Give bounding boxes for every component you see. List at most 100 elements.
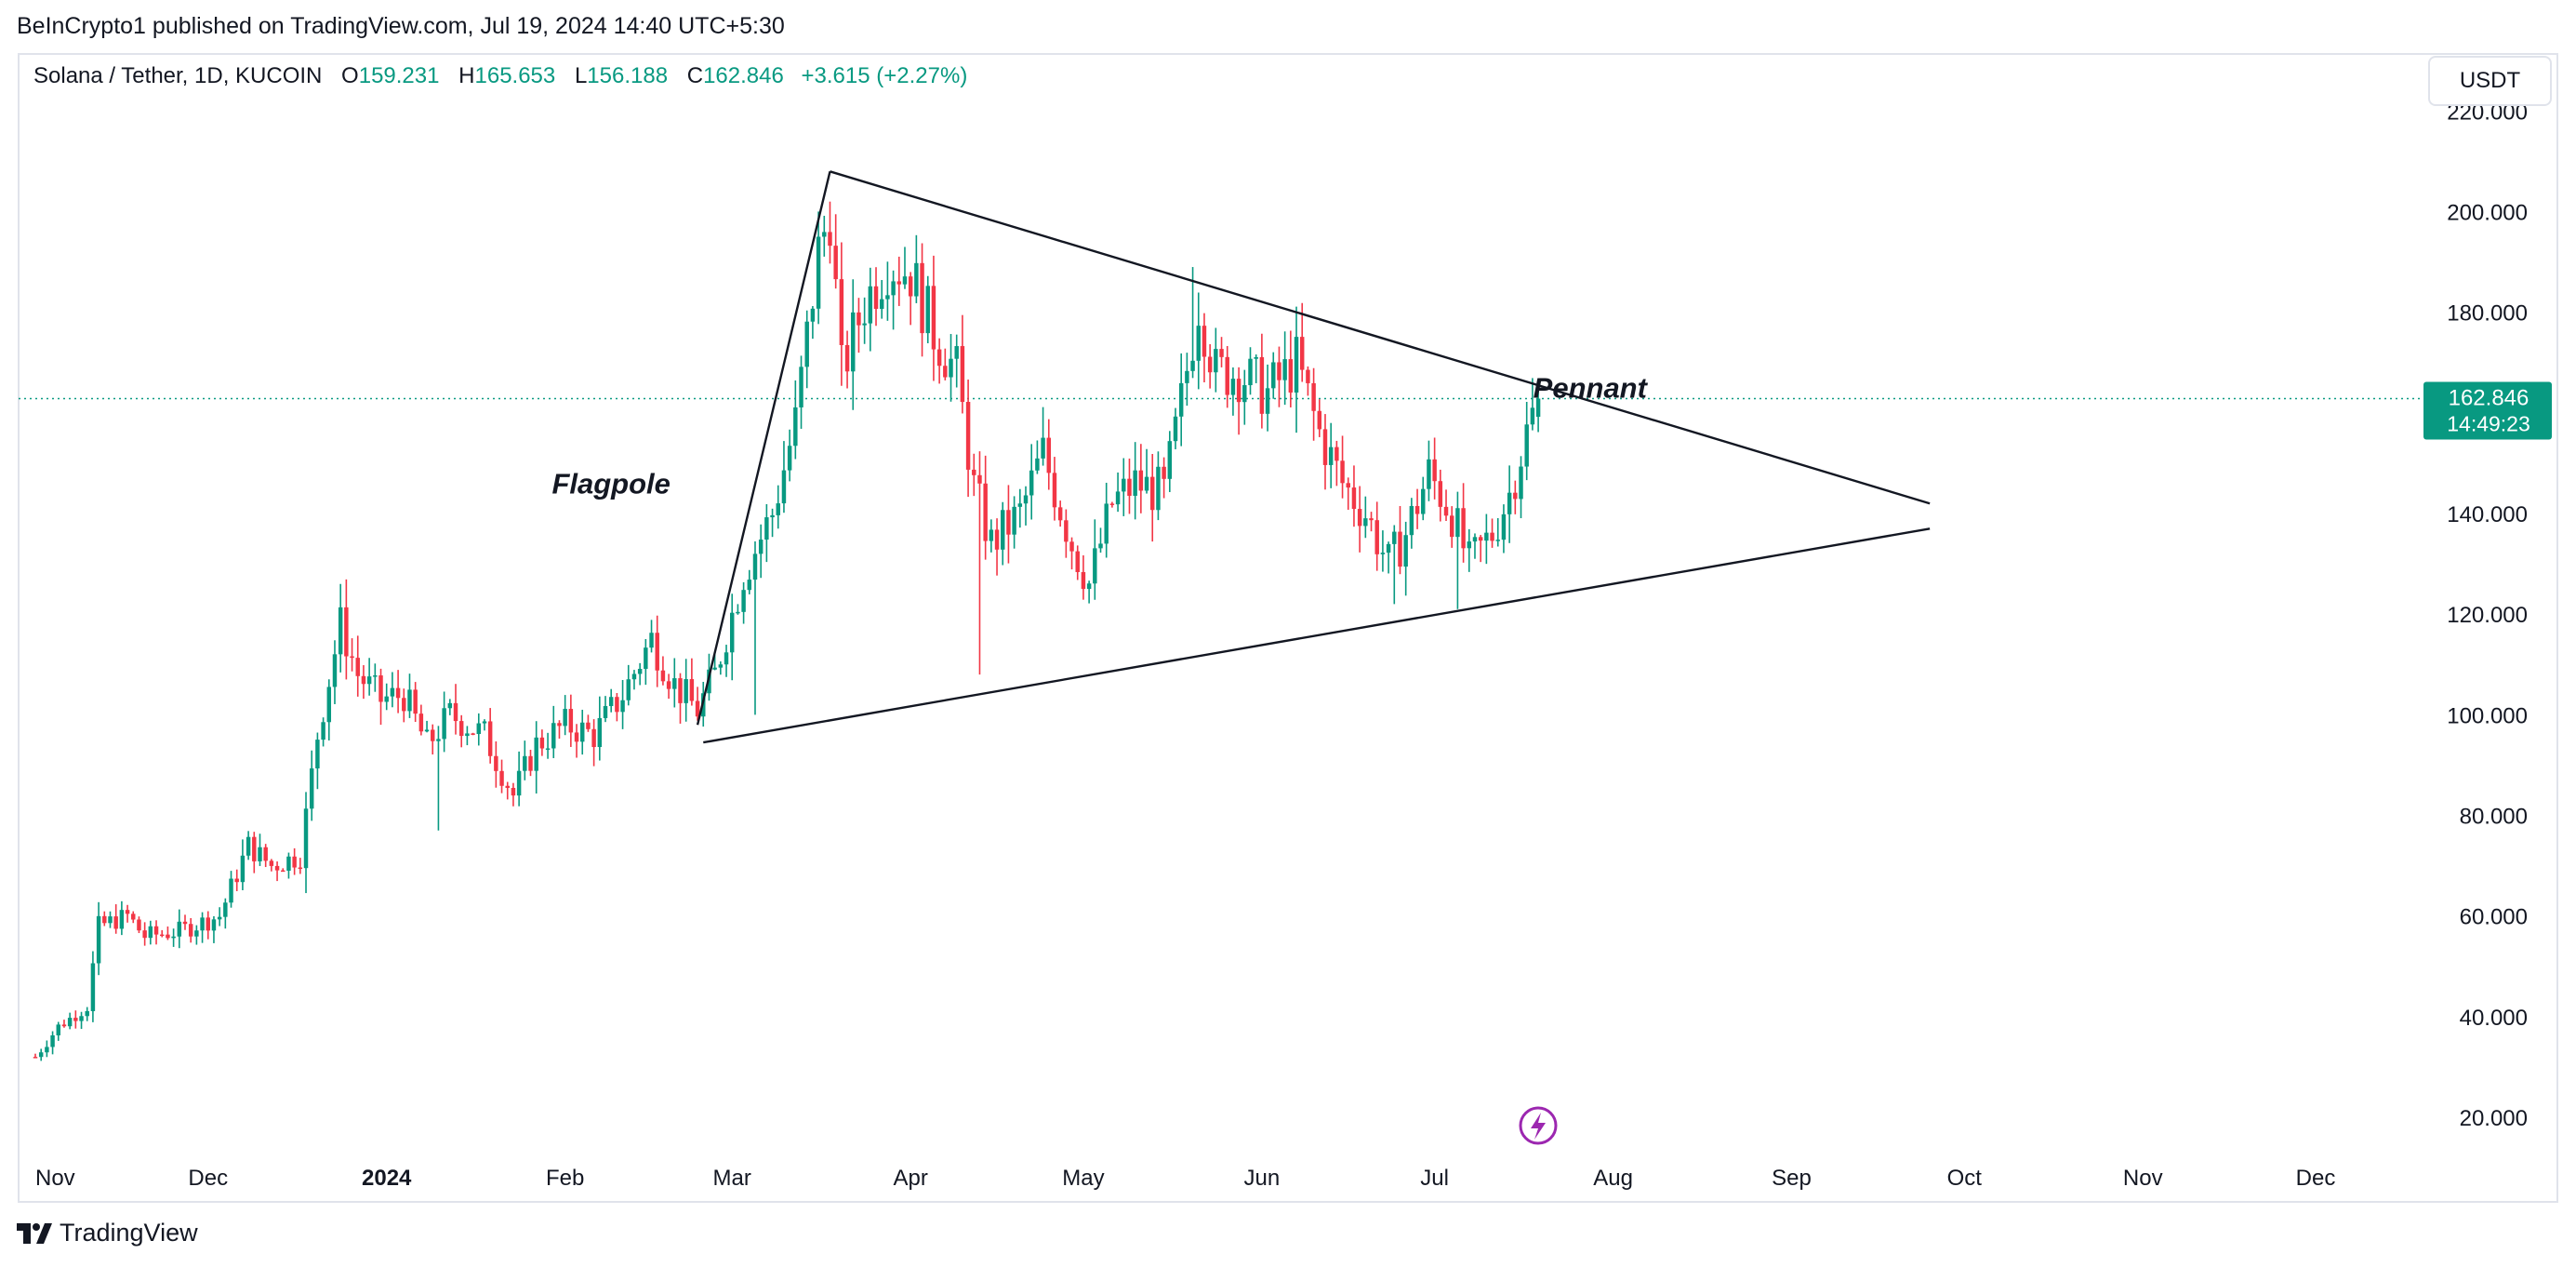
candle — [211, 915, 217, 943]
candle-body — [188, 924, 193, 937]
candle — [1115, 472, 1121, 513]
candle — [1023, 486, 1029, 526]
trendlines — [696, 170, 1931, 744]
candle-body — [804, 321, 809, 367]
candle-body — [920, 262, 924, 334]
tradingview-logo[interactable]: TradingView — [17, 1219, 198, 1247]
candle — [1162, 457, 1166, 499]
candle-body — [724, 652, 729, 665]
candle — [1225, 345, 1229, 408]
candle — [793, 380, 798, 460]
candle — [1248, 347, 1253, 395]
candle — [1190, 267, 1195, 379]
candle — [142, 922, 147, 946]
candle-body — [332, 654, 338, 687]
flagpole-line[interactable] — [696, 171, 831, 726]
candle — [1127, 458, 1132, 514]
candle — [1001, 501, 1005, 566]
candle — [1093, 519, 1097, 600]
candle — [620, 680, 625, 729]
candle-body — [1328, 447, 1334, 465]
candle-body — [142, 930, 147, 939]
candle — [182, 914, 188, 930]
candle-body — [989, 529, 994, 541]
candle — [1081, 554, 1086, 600]
candle-body — [1414, 505, 1420, 514]
lightning-icon[interactable] — [1519, 1106, 1558, 1145]
candle-body — [891, 281, 896, 296]
candle — [73, 1010, 78, 1029]
candle-body — [551, 723, 556, 749]
candle-body — [465, 733, 470, 737]
candle — [568, 694, 574, 747]
candle — [896, 256, 902, 306]
candle — [1265, 364, 1270, 432]
candle-body — [378, 675, 383, 702]
candle — [33, 1053, 38, 1059]
candle-body — [1064, 520, 1069, 542]
candle — [395, 670, 401, 714]
candle — [868, 267, 873, 352]
candle — [1133, 442, 1137, 520]
candle-body — [523, 755, 527, 771]
candle — [1242, 369, 1247, 425]
candle-body — [1455, 508, 1460, 538]
candle — [644, 639, 648, 686]
candle-body — [384, 696, 389, 702]
candle — [1156, 451, 1161, 521]
candle-body — [487, 721, 493, 756]
candle-body — [1374, 520, 1379, 554]
candle — [79, 1011, 84, 1030]
candle — [390, 672, 395, 708]
pennant-lower-line[interactable] — [703, 527, 1931, 744]
candle — [234, 869, 239, 891]
candle — [1403, 521, 1408, 596]
candle-body — [770, 514, 775, 518]
candle — [1306, 366, 1310, 396]
candle-body — [799, 367, 803, 407]
candle-body — [1380, 553, 1386, 554]
candle-body — [1392, 531, 1397, 544]
candle — [689, 658, 695, 706]
candle — [1035, 440, 1040, 474]
candle-body — [361, 675, 366, 685]
candle-body — [758, 540, 764, 554]
x-tick-label: Feb — [546, 1166, 584, 1191]
candle — [1363, 496, 1368, 539]
pennant-upper-line[interactable] — [830, 170, 1931, 505]
candle-body — [695, 700, 700, 717]
x-tick-label: Nov — [2123, 1166, 2163, 1191]
candle — [56, 1021, 60, 1041]
candle-body — [1075, 551, 1080, 572]
candle-body — [931, 286, 936, 350]
candle — [194, 925, 199, 945]
candle-body — [1363, 518, 1368, 527]
candle-body — [591, 728, 596, 748]
candle-body — [1340, 460, 1345, 484]
candle — [1317, 399, 1322, 437]
candle-body — [851, 312, 856, 372]
x-tick-label: 2024 — [362, 1166, 412, 1191]
candle-body — [1006, 510, 1011, 535]
candle-body — [563, 709, 567, 727]
publish-info: BeInCrypto1 published on TradingView.com… — [17, 13, 785, 39]
candle-body — [816, 236, 821, 309]
candle-body — [833, 246, 838, 280]
candle-body — [781, 470, 787, 504]
candle-body — [902, 276, 908, 285]
candle — [1392, 525, 1397, 605]
currency-button[interactable]: USDT — [2428, 56, 2552, 106]
candle — [752, 540, 758, 715]
candle — [1374, 501, 1379, 571]
candle — [844, 330, 850, 389]
candle-body — [1017, 503, 1023, 507]
candle — [402, 688, 406, 723]
candle — [258, 834, 262, 866]
low-label: L — [574, 63, 588, 88]
candle-body — [1369, 518, 1374, 521]
candle — [1530, 378, 1535, 431]
candle-body — [1069, 541, 1074, 552]
candle — [292, 847, 297, 875]
candle — [366, 658, 372, 696]
